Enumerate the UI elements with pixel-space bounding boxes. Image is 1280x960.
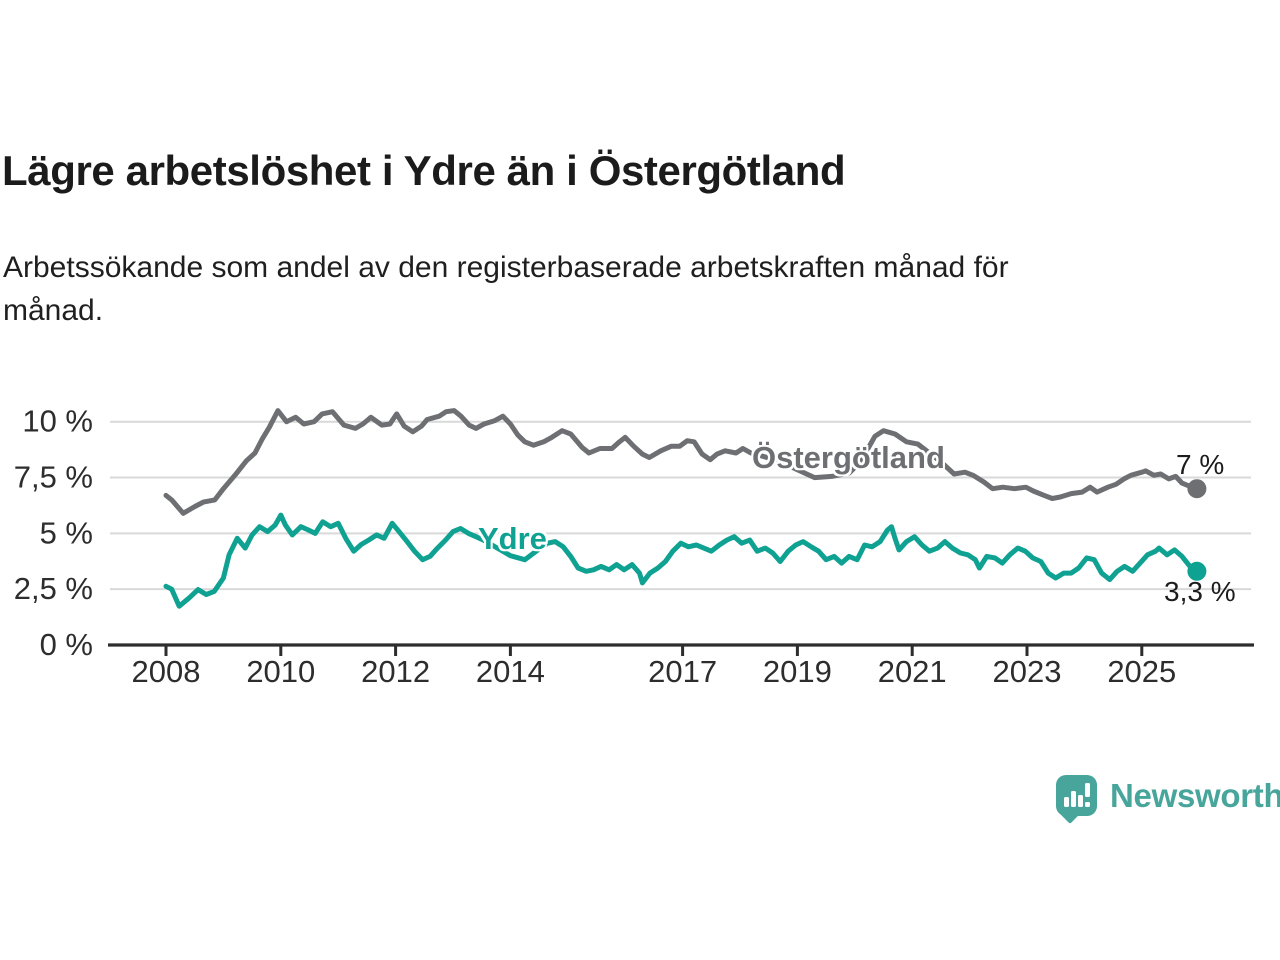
x-tick-label: 2008 xyxy=(132,654,201,689)
series-lines xyxy=(163,408,1207,609)
y-tick-label: 7,5 % xyxy=(14,460,93,495)
axis-labels: 10 % 7,5 % 5 % 2,5 % 0 % 2008 2010 2012 2014 2017… xyxy=(14,404,1177,689)
x-tick-label: 2021 xyxy=(878,654,947,689)
x-tick-label: 2017 xyxy=(648,654,717,689)
newsworthy-logo-icon xyxy=(1056,775,1097,824)
x-tick-label: 2023 xyxy=(993,654,1062,689)
x-tick-label: 2025 xyxy=(1107,654,1176,689)
logo-bar-3 xyxy=(1078,795,1083,807)
series-end-dot-ostergotland xyxy=(1187,479,1207,499)
newsworthy-logo-text: Newsworthy xyxy=(1110,776,1280,814)
logo-bar-1 xyxy=(1064,797,1069,807)
series-label-ydre: Ydre xyxy=(478,521,547,556)
y-tick-label: 5 % xyxy=(40,515,93,550)
page-subtitle: Arbetssökande som andel av den registerb… xyxy=(3,246,1009,332)
x-axis xyxy=(108,643,1254,656)
series-end-dot-ydre xyxy=(1187,561,1207,581)
logo-exclamation-dot xyxy=(1085,802,1090,807)
newsworthy-logo: Newsworthy xyxy=(1056,775,1280,824)
y-tick-label: 2,5 % xyxy=(14,571,93,606)
end-value-label-ostergotland: 7 % xyxy=(1176,449,1225,480)
page-subtitle-line2: månad. xyxy=(3,294,104,327)
y-tick-label: 10 % xyxy=(22,404,93,439)
y-tick-label: 0 % xyxy=(40,627,93,662)
x-tick-label: 2012 xyxy=(361,654,430,689)
series-label-ostergotland: Östergötland xyxy=(752,440,945,475)
x-tick-label: 2010 xyxy=(246,654,315,689)
logo-exclamation-stroke xyxy=(1085,783,1090,797)
x-tick-label: 2014 xyxy=(476,654,545,689)
series-line-ydre xyxy=(163,512,1200,609)
page-title: Lägre arbetslöshet i Ydre än i Östergötl… xyxy=(2,147,846,194)
logo-bar-2 xyxy=(1071,791,1076,807)
series-line-ostergotland xyxy=(163,408,1200,516)
page-subtitle-line1: Arbetssökande som andel av den registerb… xyxy=(3,251,1009,284)
x-tick-label: 2019 xyxy=(763,654,832,689)
end-value-label-ydre: 3,3 % xyxy=(1164,576,1236,607)
